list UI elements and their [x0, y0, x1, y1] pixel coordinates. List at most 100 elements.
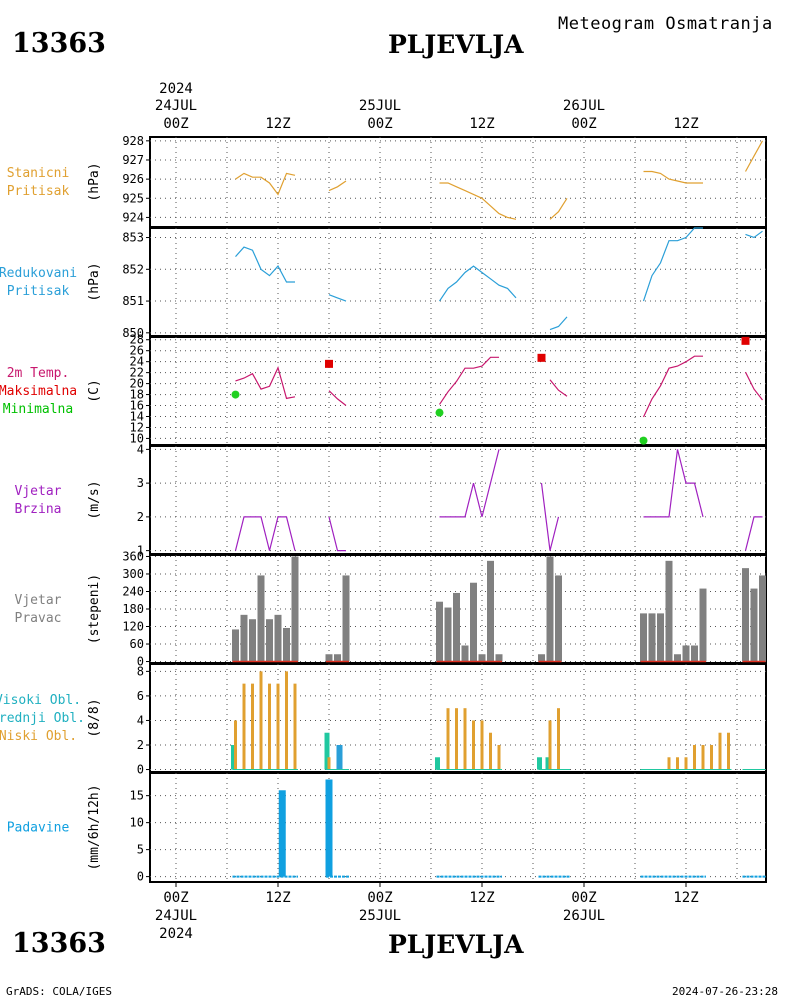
- reduced-pressure-line: [235, 246, 295, 283]
- y-tick-label: 4: [137, 442, 144, 456]
- cloud-bar: [276, 683, 280, 770]
- y-tick-label: 10: [130, 816, 144, 830]
- panel-label: Visoki Obl.: [0, 693, 81, 708]
- panel-label: Redukovani: [0, 266, 77, 281]
- wind-direction-bar: [750, 588, 758, 662]
- wind-direction-bar: [759, 575, 766, 662]
- wind-direction-bar: [249, 619, 256, 662]
- cloud-bar: [557, 708, 560, 770]
- wind-direction-bar: [538, 654, 545, 662]
- y-tick-label: 0: [137, 763, 144, 777]
- cloud-bar: [455, 708, 458, 770]
- cloud-bar: [497, 745, 501, 770]
- panel-label: Padavine: [7, 821, 70, 836]
- timestamp-text: 2024-07-26-23:28: [672, 985, 778, 998]
- wind-direction-bar: [444, 607, 452, 662]
- y-tick-label: 925: [122, 191, 144, 205]
- cloud-bar: [480, 720, 484, 770]
- station-pressure-line: [549, 197, 568, 220]
- temperature-line: [439, 356, 499, 405]
- unit-label: (C): [87, 379, 102, 402]
- wind-direction-bar: [742, 568, 749, 662]
- y-tick-label: 12: [130, 420, 144, 434]
- cloud-bar: [718, 732, 722, 770]
- wind-direction-bar: [674, 654, 681, 662]
- top-tick-label: 12Z: [265, 116, 290, 132]
- y-tick-label: 300: [122, 567, 144, 581]
- cloud-bar: [537, 757, 542, 770]
- wind-direction-bar: [461, 645, 469, 662]
- bottom-tick-label: 00Z: [367, 890, 392, 906]
- y-tick-label: 0: [137, 655, 144, 669]
- cloud-bar: [676, 757, 679, 770]
- station-pressure-line: [328, 180, 347, 192]
- bottom-tick-label: 12Z: [469, 890, 494, 906]
- cloud-bar: [251, 683, 254, 770]
- cloud-bar: [463, 708, 467, 770]
- station-pressure-line: [744, 140, 764, 172]
- y-tick-label: 852: [122, 262, 144, 276]
- reduced-pressure-line: [549, 316, 568, 331]
- cloud-bar: [268, 683, 271, 770]
- y-tick-label: 851: [122, 294, 144, 308]
- top-tick-label: 12Z: [469, 116, 494, 132]
- panel-frame: [149, 445, 767, 555]
- bottom-date-label: 25JUL: [359, 908, 401, 924]
- max-temp-marker: [537, 353, 546, 362]
- wind-direction-bar: [478, 654, 486, 662]
- wind-direction-bar: [283, 627, 290, 662]
- wind-speed-line: [540, 483, 560, 551]
- y-tick-label: 15: [130, 789, 144, 803]
- panel-label: Niski Obl.: [0, 729, 77, 744]
- y-tick-label: 60: [130, 637, 144, 651]
- panel-label: 2m Temp.: [7, 366, 70, 381]
- top-date-label: 24JUL: [155, 98, 197, 114]
- station-pressure-line: [235, 172, 296, 196]
- top-tick-label: 00Z: [571, 116, 596, 132]
- panel-label: Vjetar: [15, 484, 62, 499]
- wind-direction-bar: [699, 588, 707, 662]
- y-tick-label: 0: [137, 870, 144, 884]
- cloud-bar: [727, 732, 730, 770]
- wind-direction-bar: [495, 654, 503, 662]
- cloud-bar: [435, 757, 440, 770]
- cloud-bar: [231, 745, 236, 770]
- unit-label: (8/8): [87, 698, 102, 737]
- station-id-top: 13363: [12, 28, 106, 59]
- bottom-tick-label: 00Z: [163, 890, 188, 906]
- station-pressure-line: [439, 182, 517, 220]
- temperature-line: [328, 390, 347, 406]
- cloud-bar: [693, 745, 696, 770]
- wind-direction-panel: 0 60 120 180 240 300 360 (stepeni) Vjetar Pravac: [15, 549, 767, 669]
- wind-direction-bar: [325, 654, 333, 662]
- wind-speed-line: [234, 516, 296, 551]
- y-tick-label: 6: [137, 689, 144, 703]
- wind-direction-bar: [436, 601, 443, 662]
- y-tick-label: 14: [130, 409, 144, 423]
- top-date-label: 26JUL: [563, 98, 605, 114]
- cloud-bar: [472, 720, 475, 770]
- reduced-pressure-line: [642, 227, 703, 302]
- cloud-bar: [259, 671, 263, 770]
- unit-label: (hPa): [87, 162, 102, 201]
- top-tick-label: 00Z: [367, 116, 392, 132]
- y-tick-label: 928: [122, 134, 144, 148]
- precip-bar: [278, 790, 286, 877]
- unit-label: (stepeni): [87, 574, 102, 644]
- cloud-bar: [324, 732, 330, 770]
- y-tick-label: 22: [130, 366, 144, 380]
- panel-frame: [149, 336, 767, 446]
- unit-label: (hPa): [87, 262, 102, 301]
- top-year-label: 2024: [159, 81, 193, 97]
- wind-direction-bar: [266, 619, 273, 662]
- cloud-cover-panel: 0 2 4 6 8 (8/8) Visoki Obl. Srednji Obl. Niski O…: [0, 663, 767, 777]
- wind-direction-bar: [682, 645, 690, 662]
- bottom-tick-label: 12Z: [265, 890, 290, 906]
- panel-label: Pritisak: [7, 284, 70, 299]
- panel-frame: [149, 772, 767, 883]
- cloud-bar: [327, 757, 331, 770]
- wind-direction-bar: [657, 613, 664, 662]
- y-tick-label: 5: [137, 843, 144, 857]
- wind-speed-line: [744, 516, 763, 551]
- unit-label: (mm/6h/12h): [87, 784, 102, 870]
